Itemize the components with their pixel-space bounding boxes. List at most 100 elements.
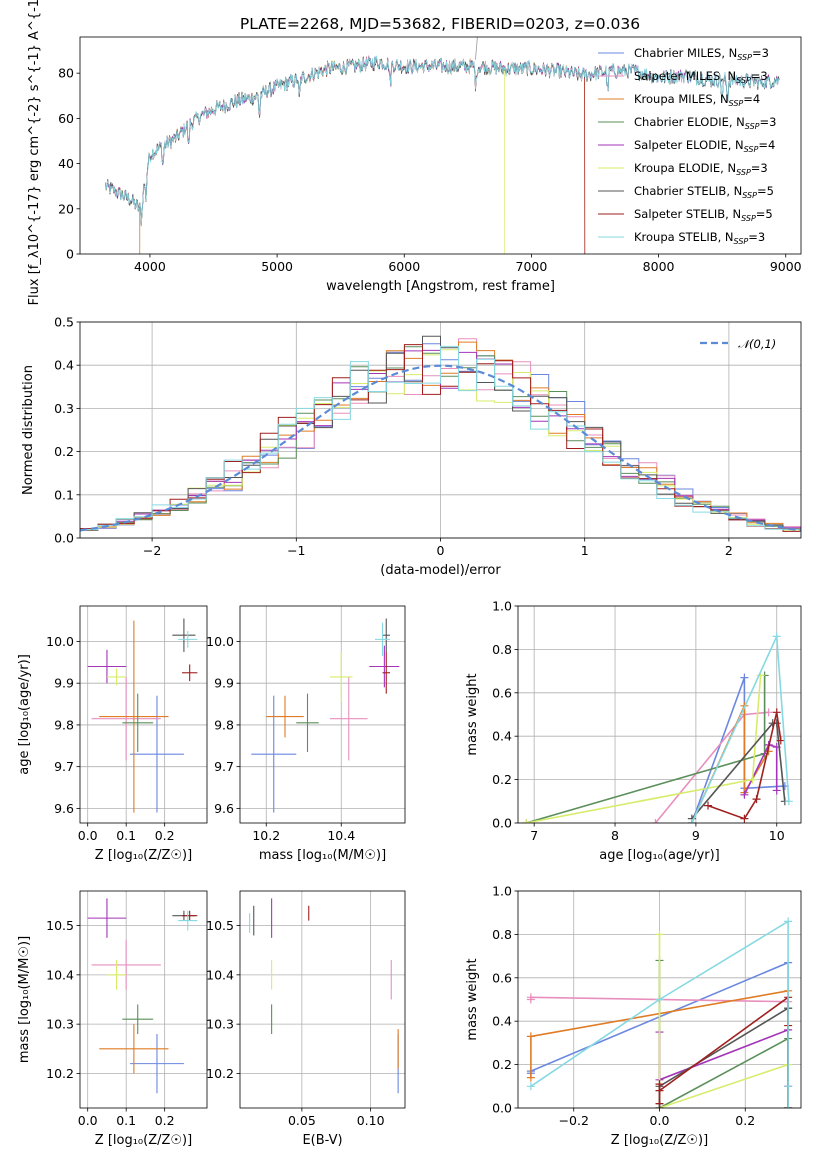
y-tick-label: 0.0 xyxy=(54,531,74,546)
x-axis-label: age [log₁₀(age/yr)] xyxy=(599,848,720,863)
y-tick-label: 9.7 xyxy=(54,759,74,774)
axes-frame xyxy=(79,36,802,255)
legend-subscript: SSP xyxy=(745,122,760,131)
y-tick-label: 10.2 xyxy=(206,1066,234,1081)
mass-weight-marker xyxy=(526,1032,535,1041)
y-axis-label: mass weight xyxy=(465,958,480,1040)
mass-weight-series xyxy=(658,1028,789,1087)
x-tick-label: 0.0 xyxy=(78,828,98,843)
x-tick-label: 4000 xyxy=(134,259,166,274)
mass-weight-marker xyxy=(522,819,531,823)
spectrum-panel: 4000 5000 6000 7000 8000 9000 0 20 40 60 80 wavelen… xyxy=(27,0,802,305)
legend-nssp: =5 xyxy=(757,184,774,198)
y-tick-label: 10.2 xyxy=(46,1066,74,1081)
spectrum-series xyxy=(105,55,780,226)
y-tick-label: 9.8 xyxy=(214,717,234,732)
legend-subscript: SSP xyxy=(734,237,749,246)
x-tick-label: −1 xyxy=(287,543,305,558)
legend-subscript: SSP xyxy=(744,145,759,154)
y-tick-label: 0.8 xyxy=(492,927,512,942)
mw-age-lines xyxy=(522,632,793,823)
mass-weight-marker xyxy=(655,995,664,1004)
spectrum-legend: Chabrier MILES, NSSP=3 Salpeter MILES, NS… xyxy=(598,46,776,246)
residual-hists xyxy=(80,335,801,538)
figure-title: PLATE=2268, MJD=53682, FIBERID=0203, z=0… xyxy=(240,15,640,33)
mass-weight-marker xyxy=(651,819,660,823)
mass-weight-marker xyxy=(526,993,535,1002)
legend-nssp: =3 xyxy=(760,115,777,129)
y-tick-label: 0.4 xyxy=(492,729,512,744)
legend-subscript: SSP xyxy=(741,214,756,223)
axes-frame xyxy=(79,890,208,1109)
mass-weight-marker xyxy=(526,1073,535,1082)
y-tick-label: 1.0 xyxy=(492,599,512,614)
halpha-spike xyxy=(475,37,478,60)
mass-weight-series xyxy=(691,636,790,823)
legend-label: Chabrier STELIB, NSSP=5 xyxy=(634,184,774,200)
axes-frame xyxy=(79,605,208,824)
x-axis-label: Z [log₁₀(Z/Z☉)] xyxy=(95,848,192,863)
x-tick-label: 0.05 xyxy=(288,1113,316,1128)
legend-label: Chabrier ELODIE, NSSP=3 xyxy=(634,115,776,131)
y-tick-label: 9.6 xyxy=(214,801,234,816)
y-tick-label: 80 xyxy=(58,66,74,81)
spectrum-series xyxy=(105,55,506,254)
mass-weight-marker xyxy=(740,673,749,682)
x-tick-label: 2 xyxy=(725,543,733,558)
legend-subscript: SSP xyxy=(729,99,744,108)
age-vs-mass-panel: 10.2 10.4 9.6 9.7 9.8 9.9 10.0 mass [log₁₀(M/M☉… xyxy=(206,605,406,863)
x-tick-label: 6000 xyxy=(388,259,420,274)
y-axis-label: mass [log₁₀(M/M☉)] xyxy=(17,936,32,1063)
legend-nssp: =3 xyxy=(748,230,765,244)
y-tick-label: 10.3 xyxy=(46,1017,74,1032)
x-tick-label: 0.0 xyxy=(650,1113,670,1128)
mass-weight-marker xyxy=(784,797,793,806)
mass-weight-marker xyxy=(752,795,761,804)
mass-weight-marker xyxy=(655,1099,664,1108)
y-tick-label: 9.9 xyxy=(54,676,74,691)
x-tick-label: 10.2 xyxy=(252,828,280,843)
normal-curve xyxy=(80,364,801,532)
y-tick-label: 20 xyxy=(58,201,74,216)
mass-weight-marker xyxy=(740,814,749,823)
legend-label: Chabrier MILES, NSSP=3 xyxy=(634,46,769,62)
legend-subscript: SSP xyxy=(737,53,752,62)
residual-histogram xyxy=(80,344,801,538)
y-tick-label: 0.1 xyxy=(54,487,74,502)
spectrum-lines xyxy=(105,37,780,254)
panels: 4000 5000 6000 7000 8000 9000020406080wavelen… xyxy=(17,0,802,1148)
legend-nssp: =4 xyxy=(743,92,760,106)
spectrum-series xyxy=(105,56,586,254)
y-tick-label: 40 xyxy=(58,156,74,171)
x-tick-label: 10.4 xyxy=(327,828,355,843)
mass-weight-marker xyxy=(776,736,785,745)
mass-weight-marker xyxy=(784,1104,793,1108)
x-tick-label: 0.2 xyxy=(155,828,175,843)
age-vs-z-panel: 0.0 0.1 0.2 9.6 9.7 9.8 9.9 10.0 Z [log₁₀(Z/Z☉)]… xyxy=(17,605,208,863)
y-tick-label: 0.2 xyxy=(492,1057,512,1072)
y-tick-label: 10.0 xyxy=(206,634,234,649)
residuals-panel: −2 −1 0 1 2 0.0 0.1 0.2 0.3 0.4 0.5 (data-model)/er… xyxy=(21,315,802,578)
legend-subscript: SSP xyxy=(736,76,751,85)
mass-weight-marker xyxy=(784,1082,793,1091)
mass-weight-marker xyxy=(772,632,781,641)
x-tick-label: −0.2 xyxy=(559,1113,589,1128)
y-tick-label: 0.2 xyxy=(54,444,74,459)
legend-label: Kroupa MILES, NSSP=4 xyxy=(634,92,760,108)
y-tick-label: 0.6 xyxy=(492,685,512,700)
y-tick-label: 9.9 xyxy=(214,676,234,691)
mass-weight-marker xyxy=(655,1086,664,1095)
y-tick-label: 0.8 xyxy=(492,642,512,657)
y-axis-label: age [log₁₀(age/yr)] xyxy=(17,654,32,775)
legend-nssp: =3 xyxy=(751,161,768,175)
y-tick-label: 0.5 xyxy=(54,315,74,330)
mass-weight-series xyxy=(658,995,789,1108)
mass-vs-z-panel: 0.0 0.1 0.2 10.2 10.3 10.4 10.5 Z [log₁₀(Z/Z☉)]… xyxy=(17,890,208,1148)
y-axis-label: Normed distribution xyxy=(21,365,36,495)
y-tick-label: 0 xyxy=(66,247,74,262)
y-tick-label: 0.0 xyxy=(492,1101,512,1116)
y-tick-label: 60 xyxy=(58,111,74,126)
x-axis-label: (data-model)/error xyxy=(380,563,501,578)
mass-weight-series xyxy=(658,1006,789,1108)
